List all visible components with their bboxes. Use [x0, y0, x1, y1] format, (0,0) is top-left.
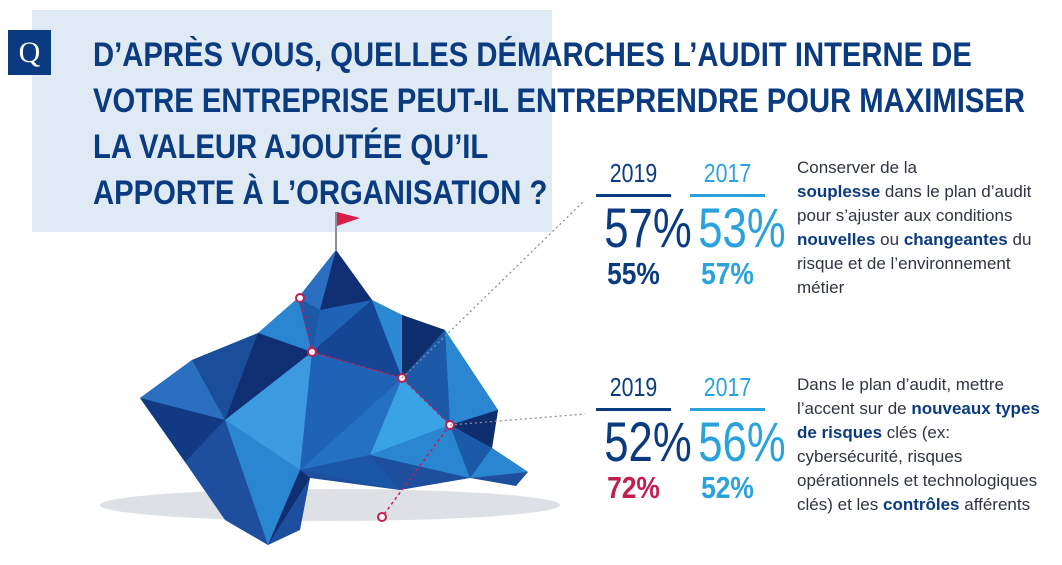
- year-label: 2017: [703, 158, 752, 188]
- question-line-2: VOTRE ENTREPRISE PEUT-IL ENTREPRENDRE PO…: [93, 82, 1026, 120]
- small-percent: 55%: [607, 256, 660, 291]
- highlight: nouvelles: [797, 230, 876, 249]
- route-path: [299, 297, 451, 518]
- question-line-1: D’APRÈS VOUS, QUELLES DÉMARCHES L’AUDIT …: [93, 36, 972, 74]
- route-point: [295, 293, 305, 303]
- year-rule: [596, 408, 671, 411]
- small-percent: 52%: [701, 470, 754, 505]
- stat1-2017-column: 2017 53% 57%: [690, 158, 786, 291]
- question-line-4: APPORTE À L’ORGANISATION ?: [93, 174, 548, 212]
- small-percent: 72%: [607, 470, 660, 505]
- stat1-2019-column: 2019 57% 55%: [596, 158, 692, 291]
- big-percent: 52%: [604, 410, 692, 473]
- route-point: [377, 512, 387, 522]
- mountain-shadow: [100, 489, 560, 521]
- stat2-description: Dans le plan d’audit, mettre l’accent su…: [797, 375, 1040, 514]
- year-rule: [596, 194, 671, 197]
- route-point: [307, 347, 317, 357]
- big-percent: 56%: [698, 410, 786, 473]
- mountain-facets: [140, 250, 528, 545]
- highlight: changeantes: [903, 230, 1008, 249]
- flag-icon: [337, 212, 360, 226]
- stat1-description: Conserver de la souplesse dans le plan d…: [797, 158, 1032, 297]
- year-rule: [690, 194, 765, 197]
- big-percent: 57%: [604, 196, 692, 259]
- question-line-3: LA VALEUR AJOUTÉE QU’IL: [93, 128, 489, 166]
- big-percent: 53%: [698, 196, 786, 259]
- question-panel: [32, 10, 552, 232]
- year-label: 2017: [703, 372, 752, 402]
- highlight: contrôles: [882, 495, 960, 514]
- question-title: D’APRÈS VOUS, QUELLES DÉMARCHES L’AUDIT …: [93, 32, 1026, 216]
- year-label: 2019: [609, 158, 658, 188]
- stat2-2019-column: 2019 52% 72%: [596, 372, 692, 505]
- year-rule: [690, 408, 765, 411]
- question-badge: Q: [8, 30, 51, 75]
- small-percent: 57%: [701, 256, 754, 291]
- highlight: souplesse: [797, 182, 881, 201]
- year-label: 2019: [609, 372, 658, 402]
- stat2-2017-column: 2017 56% 52%: [690, 372, 786, 505]
- highlight: nouveaux types de risques: [797, 399, 1040, 442]
